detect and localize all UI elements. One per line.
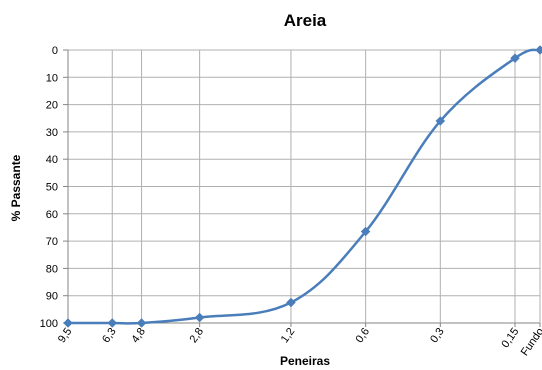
x-tick-label: 0,6 bbox=[353, 326, 372, 345]
data-point-marker bbox=[435, 116, 446, 126]
y-tick-label: 80 bbox=[46, 263, 58, 275]
series bbox=[63, 45, 542, 328]
y-tick-label: 30 bbox=[46, 127, 58, 139]
data-point-marker bbox=[286, 297, 296, 308]
y-tick-label: 50 bbox=[46, 182, 58, 194]
data-point-marker bbox=[360, 226, 371, 237]
y-axis-title: % Passante bbox=[9, 154, 23, 221]
y-tick-label: 60 bbox=[46, 209, 58, 221]
x-tick-label: 9,5 bbox=[56, 326, 75, 345]
x-axis-title: Peneiras bbox=[280, 354, 330, 368]
x-tick-label: Fundo bbox=[519, 326, 542, 358]
x-tick-label: 0,3 bbox=[428, 326, 447, 345]
y-tick-label: 0 bbox=[52, 45, 58, 57]
series-line bbox=[68, 48, 541, 325]
x-tick-label: 2,8 bbox=[187, 326, 206, 345]
x-tick-label: 0,15 bbox=[499, 326, 521, 350]
data-point-marker bbox=[510, 53, 520, 64]
data-point-marker bbox=[107, 318, 118, 328]
data-point-marker bbox=[194, 312, 205, 323]
y-tick-label: 90 bbox=[46, 291, 58, 303]
y-tick-label: 70 bbox=[46, 236, 58, 248]
y-tick-label: 40 bbox=[46, 154, 58, 166]
y-tick-labels: 0 10 20 30 40 50 60 70 80 90 100 bbox=[40, 45, 58, 330]
y-tick-label: 10 bbox=[46, 72, 58, 84]
x-tick-label: 4,8 bbox=[129, 326, 148, 345]
x-tick-label: 6,3 bbox=[100, 326, 119, 345]
y-tick-label: 20 bbox=[46, 100, 58, 112]
chart-title: Areia bbox=[284, 11, 327, 30]
data-point-marker bbox=[535, 45, 542, 55]
data-point-marker bbox=[136, 318, 147, 328]
y-tick-label: 100 bbox=[40, 318, 58, 330]
x-tick-label: 1,2 bbox=[279, 326, 298, 345]
data-point-marker bbox=[63, 318, 73, 328]
